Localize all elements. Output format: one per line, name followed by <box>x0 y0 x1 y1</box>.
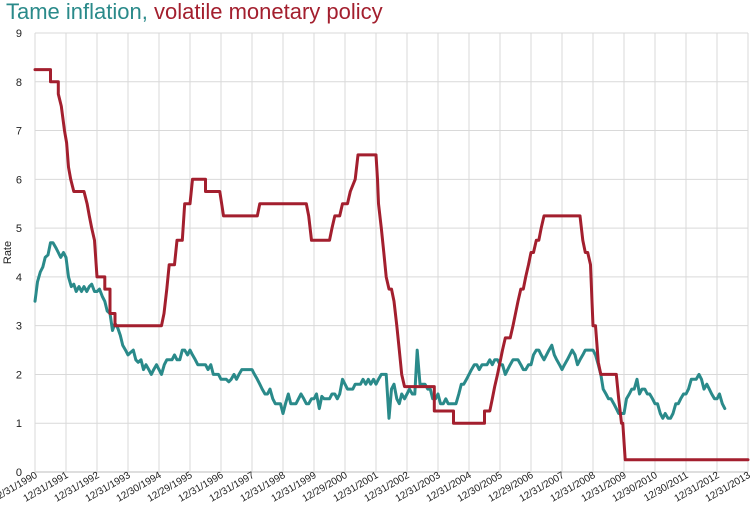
y-tick-label: 3 <box>16 321 22 333</box>
y-axis-label: Rate <box>2 241 14 264</box>
series-line-policy-rate <box>33 68 750 462</box>
y-tick-label: 8 <box>16 77 22 89</box>
x-axis-ticks: 12/31/199012/31/199112/31/199212/31/1993… <box>0 470 753 505</box>
y-tick-label: 6 <box>16 174 22 186</box>
chart-title-part-policy: volatile monetary policy <box>153 0 383 24</box>
chart-title: Tame inflation, volatile monetary policy <box>6 0 383 27</box>
y-tick-label: 7 <box>16 126 22 138</box>
y-tick-label: 5 <box>16 223 22 235</box>
y-tick-label: 1 <box>16 418 22 430</box>
y-tick-label: 9 <box>16 28 22 40</box>
y-tick-label: 2 <box>16 369 22 381</box>
series-line-inflation <box>33 241 727 420</box>
y-axis-ticks: 0 1 2 3 4 5 6 7 8 9 <box>16 28 22 479</box>
chart-title-part-inflation: Tame inflation, <box>6 0 148 24</box>
y-tick-label: 0 <box>16 467 22 479</box>
series-lines <box>33 68 750 462</box>
y-tick-label: 4 <box>16 272 22 284</box>
